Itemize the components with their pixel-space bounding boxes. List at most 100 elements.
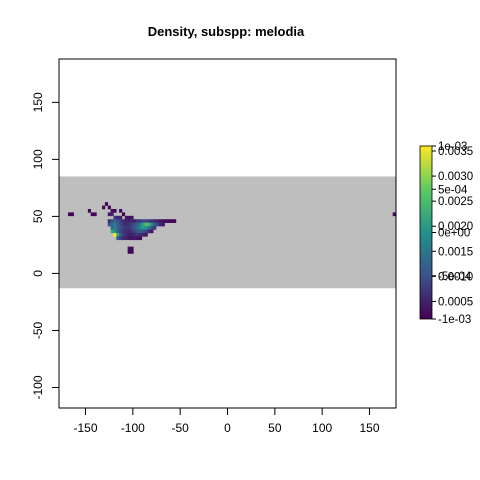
legend-scale-a-label: 0.0030 [438,171,473,183]
density-cell [119,236,123,241]
density-cell [119,222,123,227]
density-cell [116,236,120,241]
density-cell [113,229,117,234]
density-cell [124,232,128,237]
density-cell [110,208,114,213]
y-tick-label: 100 [31,149,45,169]
density-cell [127,250,131,254]
x-tick-label: 150 [359,421,379,435]
density-cell [110,222,114,227]
x-tick-label: 50 [268,421,282,435]
density-cell [141,226,145,230]
chart-title: Density, subspp: melodia [148,24,305,39]
density-cell [130,219,134,223]
density-cell [392,212,396,217]
x-tick-label: -150 [73,421,97,435]
density-cell [67,212,72,217]
density-cell [130,222,134,227]
density-cell [130,232,134,237]
x-tick-label: -50 [171,421,189,435]
x-tick-label: 100 [312,421,332,435]
density-cell [150,219,154,223]
density-cell [119,232,123,237]
y-tick-label: 50 [31,209,45,223]
density-cell [110,226,114,230]
density-cell [121,236,126,241]
density-cell [116,229,120,234]
density-cell [156,219,160,223]
density-cell [104,202,109,206]
density-cell [124,226,128,230]
density-cell [119,215,123,220]
density-cell [144,229,148,234]
density-cell [127,226,131,230]
density-cell [138,236,143,241]
density-cell [110,229,114,234]
x-tick-label: 0 [224,421,231,435]
density-cell [136,219,140,223]
density-cell [147,226,151,230]
legend-scale-b-label: -5e-04 [438,271,472,283]
legend-scale-b-label: 5e-04 [438,184,468,196]
y-axis: -100 -50 0 50 100 150 [31,92,60,399]
density-cell [150,229,154,234]
density-cell [124,215,128,220]
plot-panel [58,58,397,409]
density-cell [121,222,126,227]
legend-colorbar [420,146,432,319]
density-cell [121,232,126,237]
density-cell [130,246,134,251]
density-cell [158,222,163,227]
density-cell [130,236,134,241]
legend-scale-a-label: 0.0025 [438,196,473,208]
density-cell [130,250,134,254]
density-cell [127,219,131,223]
density-cell [124,219,128,223]
density-cell [119,226,123,230]
density-cell [119,208,123,213]
background-band [59,176,396,289]
density-cell [130,215,134,220]
density-cell [133,232,137,237]
legend-scale-a-label: 0.0035 [438,146,473,158]
density-cell [144,232,148,237]
y-tick-label: 150 [31,92,45,112]
density-cell [138,226,143,230]
density-cell [121,229,126,234]
density-cell [147,222,151,227]
legend-scale-a-label: 0.0020 [438,221,473,233]
legend-scale-b-label: 1e-03 [438,141,467,153]
density-cell [124,222,128,227]
legend-scale-a-label: 0.0005 [438,296,473,308]
density-cell [158,219,163,223]
density-cell [119,219,123,223]
density-cell [167,219,171,223]
density-cell [161,219,165,223]
density-cell [90,212,94,217]
density-cell [147,229,151,234]
density-cell [107,222,111,227]
density-cell [127,246,131,251]
density-cell [144,222,148,227]
density-cell [113,215,117,220]
density-cell [150,226,154,230]
density-cell [133,219,137,223]
density-cell [138,232,143,237]
density-cell [113,226,117,230]
density-cell [164,219,168,223]
density-cell [107,212,111,217]
density-cell [116,226,120,230]
density-cell [153,222,157,227]
legend-scale-b-label: -1e-03 [438,314,471,326]
density-cell [121,212,126,217]
density-cell [116,232,120,237]
density-cell [136,229,140,234]
density-cell [138,222,143,227]
color-legend: 0.0005 0.0010 0.0015 0.0020 0.0025 0.0030 0.00… [419,141,473,326]
density-cell [161,222,165,227]
density-cell [113,219,117,223]
density-cell [102,205,106,210]
density-cell [124,236,128,241]
density-cell [119,229,123,234]
